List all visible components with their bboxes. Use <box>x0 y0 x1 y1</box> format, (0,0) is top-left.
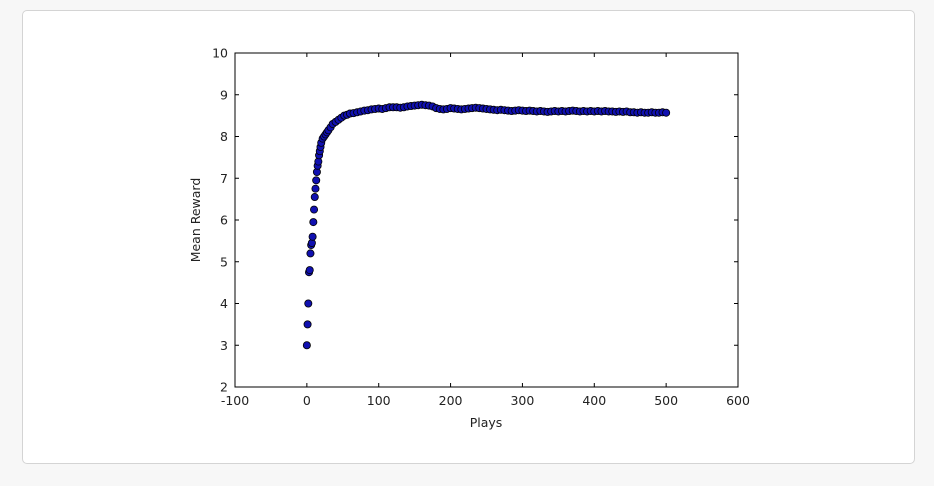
data-point <box>310 205 319 214</box>
data-point <box>310 193 319 202</box>
y-tick-label: 8 <box>220 129 228 144</box>
data-point <box>312 176 321 185</box>
data-point <box>308 232 317 241</box>
x-tick-label: 0 <box>303 393 311 408</box>
data-point <box>311 184 320 193</box>
x-tick-label: 100 <box>367 393 391 408</box>
y-tick-label: 5 <box>220 254 228 269</box>
y-tick-label: 4 <box>220 296 228 311</box>
data-point <box>302 341 311 350</box>
data-point <box>304 299 313 308</box>
y-tick-label: 7 <box>220 171 228 186</box>
y-tick-label: 6 <box>220 213 228 228</box>
axis-tick-labels: -100 0 100 200 300 400 500 600 2 3 4 5 6 7 8 9 10 <box>212 46 750 409</box>
data-points <box>302 100 671 350</box>
x-tick-label: 200 <box>439 393 463 408</box>
output-card <box>22 10 915 464</box>
x-tick-label: -100 <box>221 393 249 408</box>
x-tick-label: 400 <box>582 393 606 408</box>
data-point <box>303 320 312 329</box>
x-tick-label: 300 <box>510 393 534 408</box>
y-axis-label: Mean Reward <box>188 178 203 263</box>
data-point <box>306 249 315 258</box>
y-tick-label: 3 <box>220 338 228 353</box>
y-tick-label: 2 <box>220 380 228 395</box>
y-tick-label: 9 <box>220 87 228 102</box>
data-point <box>309 218 318 227</box>
y-tick-label: 10 <box>212 46 228 61</box>
x-tick-label: 600 <box>726 393 750 408</box>
x-axis-label: Plays <box>470 415 503 430</box>
data-point <box>305 266 314 275</box>
axis-ticks <box>234 52 739 388</box>
x-tick-label: 500 <box>654 393 678 408</box>
data-point <box>662 108 671 117</box>
